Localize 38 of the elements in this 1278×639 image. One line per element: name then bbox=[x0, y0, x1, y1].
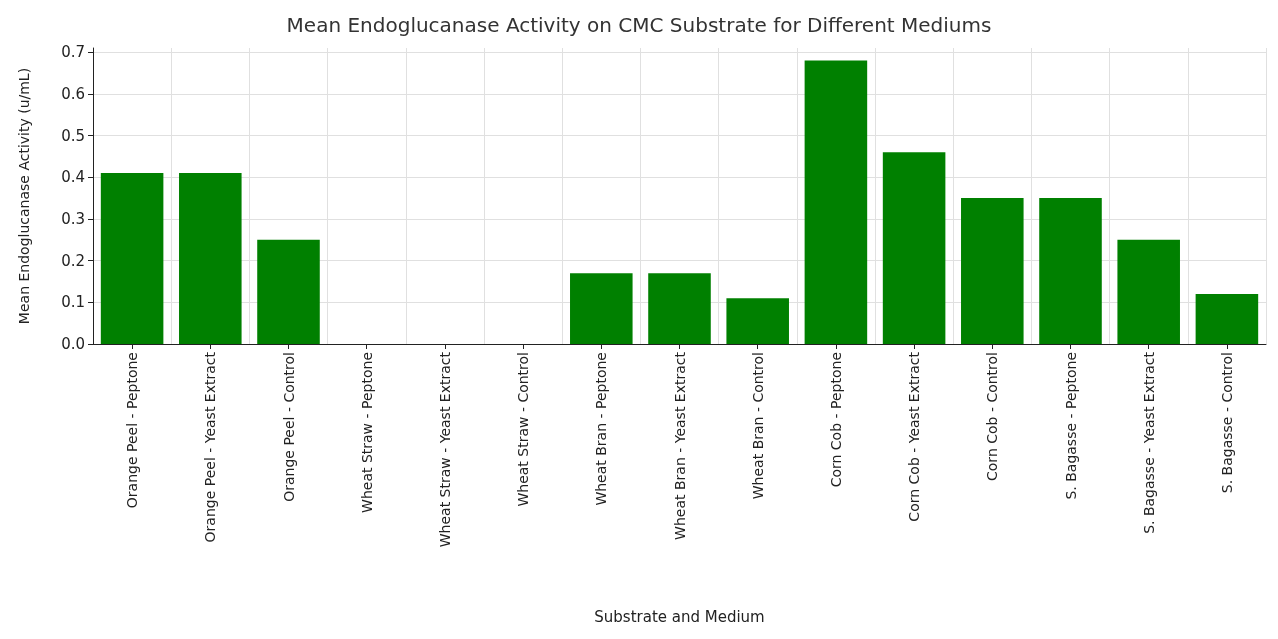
bar bbox=[1195, 293, 1259, 344]
bar bbox=[1039, 198, 1102, 344]
x-tick-label: Orange Peel - Peptone bbox=[124, 352, 141, 509]
y-tick-label: 0.3 bbox=[61, 209, 85, 228]
bar bbox=[648, 273, 711, 344]
x-tick-label: S. Bagasse - Control bbox=[1218, 352, 1235, 494]
y-tick-label: 0.1 bbox=[61, 293, 85, 312]
x-tick-label: Orange Peel - Control bbox=[280, 352, 297, 502]
x-tick-label: Wheat Bran - Yeast Extract bbox=[671, 351, 688, 540]
bar bbox=[882, 152, 946, 344]
x-tick-label: Wheat Straw - Yeast Extract bbox=[436, 351, 453, 548]
bar bbox=[726, 298, 789, 344]
x-axis-title: Substrate and Medium bbox=[594, 607, 765, 626]
bar bbox=[257, 239, 320, 344]
x-tick-label: Corn Cob - Control bbox=[984, 352, 1001, 481]
bar bbox=[570, 273, 633, 344]
chart-title: Mean Endoglucanase Activity on CMC Substrate for Different Mediums bbox=[286, 13, 992, 37]
x-tick-label: Wheat Straw - Control bbox=[515, 352, 532, 507]
y-axis-title: Mean Endoglucanase Activity (u/mL) bbox=[16, 67, 32, 325]
x-tick-label: Wheat Bran - Peptone bbox=[593, 352, 610, 506]
x-tick-label: Wheat Bran - Control bbox=[749, 352, 766, 500]
y-tick-label: 0.5 bbox=[61, 126, 85, 145]
x-tick-label: Wheat Straw - Peptone bbox=[358, 352, 375, 513]
bar bbox=[1117, 239, 1180, 344]
bar bbox=[961, 198, 1024, 344]
x-tick-label: Orange Peel - Yeast Extract bbox=[202, 351, 219, 543]
x-tick-label: S. Bagasse - Yeast Extract bbox=[1140, 351, 1157, 534]
y-tick-label: 0.2 bbox=[61, 251, 85, 270]
x-tick-label: S. Bagasse - Peptone bbox=[1062, 352, 1079, 500]
x-tick-label: Corn Cob - Peptone bbox=[827, 352, 844, 488]
y-tick-label: 0.7 bbox=[61, 43, 85, 62]
bar bbox=[100, 173, 164, 344]
y-tick-label: 0.0 bbox=[61, 335, 85, 353]
bar bbox=[179, 173, 242, 344]
y-tick-label: 0.6 bbox=[61, 84, 85, 103]
y-tick-label: 0.4 bbox=[61, 168, 85, 187]
bar bbox=[804, 60, 868, 344]
x-tick-label: Corn Cob - Yeast Extract bbox=[906, 351, 923, 522]
